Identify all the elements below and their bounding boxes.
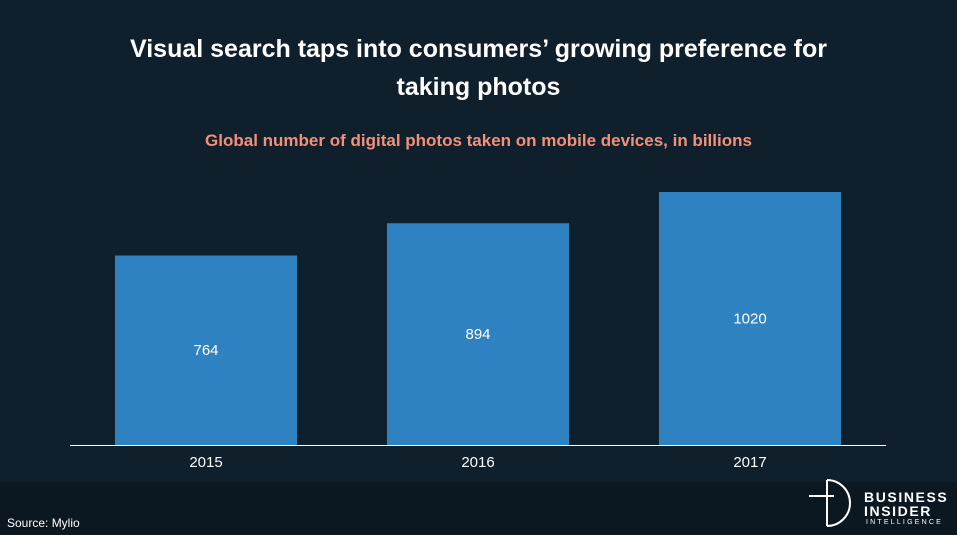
x-tick-label-2016: 2016 — [461, 454, 494, 471]
business-insider-intelligence-logo: BUSINESS INSIDER INTELLIGENCE — [806, 476, 952, 528]
logo-text-intelligence: INTELLIGENCE — [866, 519, 943, 526]
bar-2016 — [387, 223, 569, 445]
logo-text-business: BUSINESS — [864, 489, 949, 505]
data-label-2017: 1020 — [733, 311, 766, 328]
chart-subtitle: Global number of digital photos taken on… — [205, 131, 752, 150]
data-label-2015: 764 — [193, 342, 218, 359]
x-tick-label-2017: 2017 — [733, 454, 766, 471]
bar-2017 — [659, 192, 841, 445]
bar-2015 — [115, 255, 297, 445]
data-label-2016: 894 — [465, 326, 490, 343]
bi-intelligence-logo-icon — [809, 479, 851, 527]
x-tick-label-2015: 2015 — [189, 454, 222, 471]
footer-band — [0, 482, 957, 535]
chart-title: Visual search taps into consumers’ growi… — [130, 35, 827, 101]
source-note: Source: Mylio — [7, 516, 80, 530]
logo-text-insider: INSIDER — [864, 503, 932, 519]
